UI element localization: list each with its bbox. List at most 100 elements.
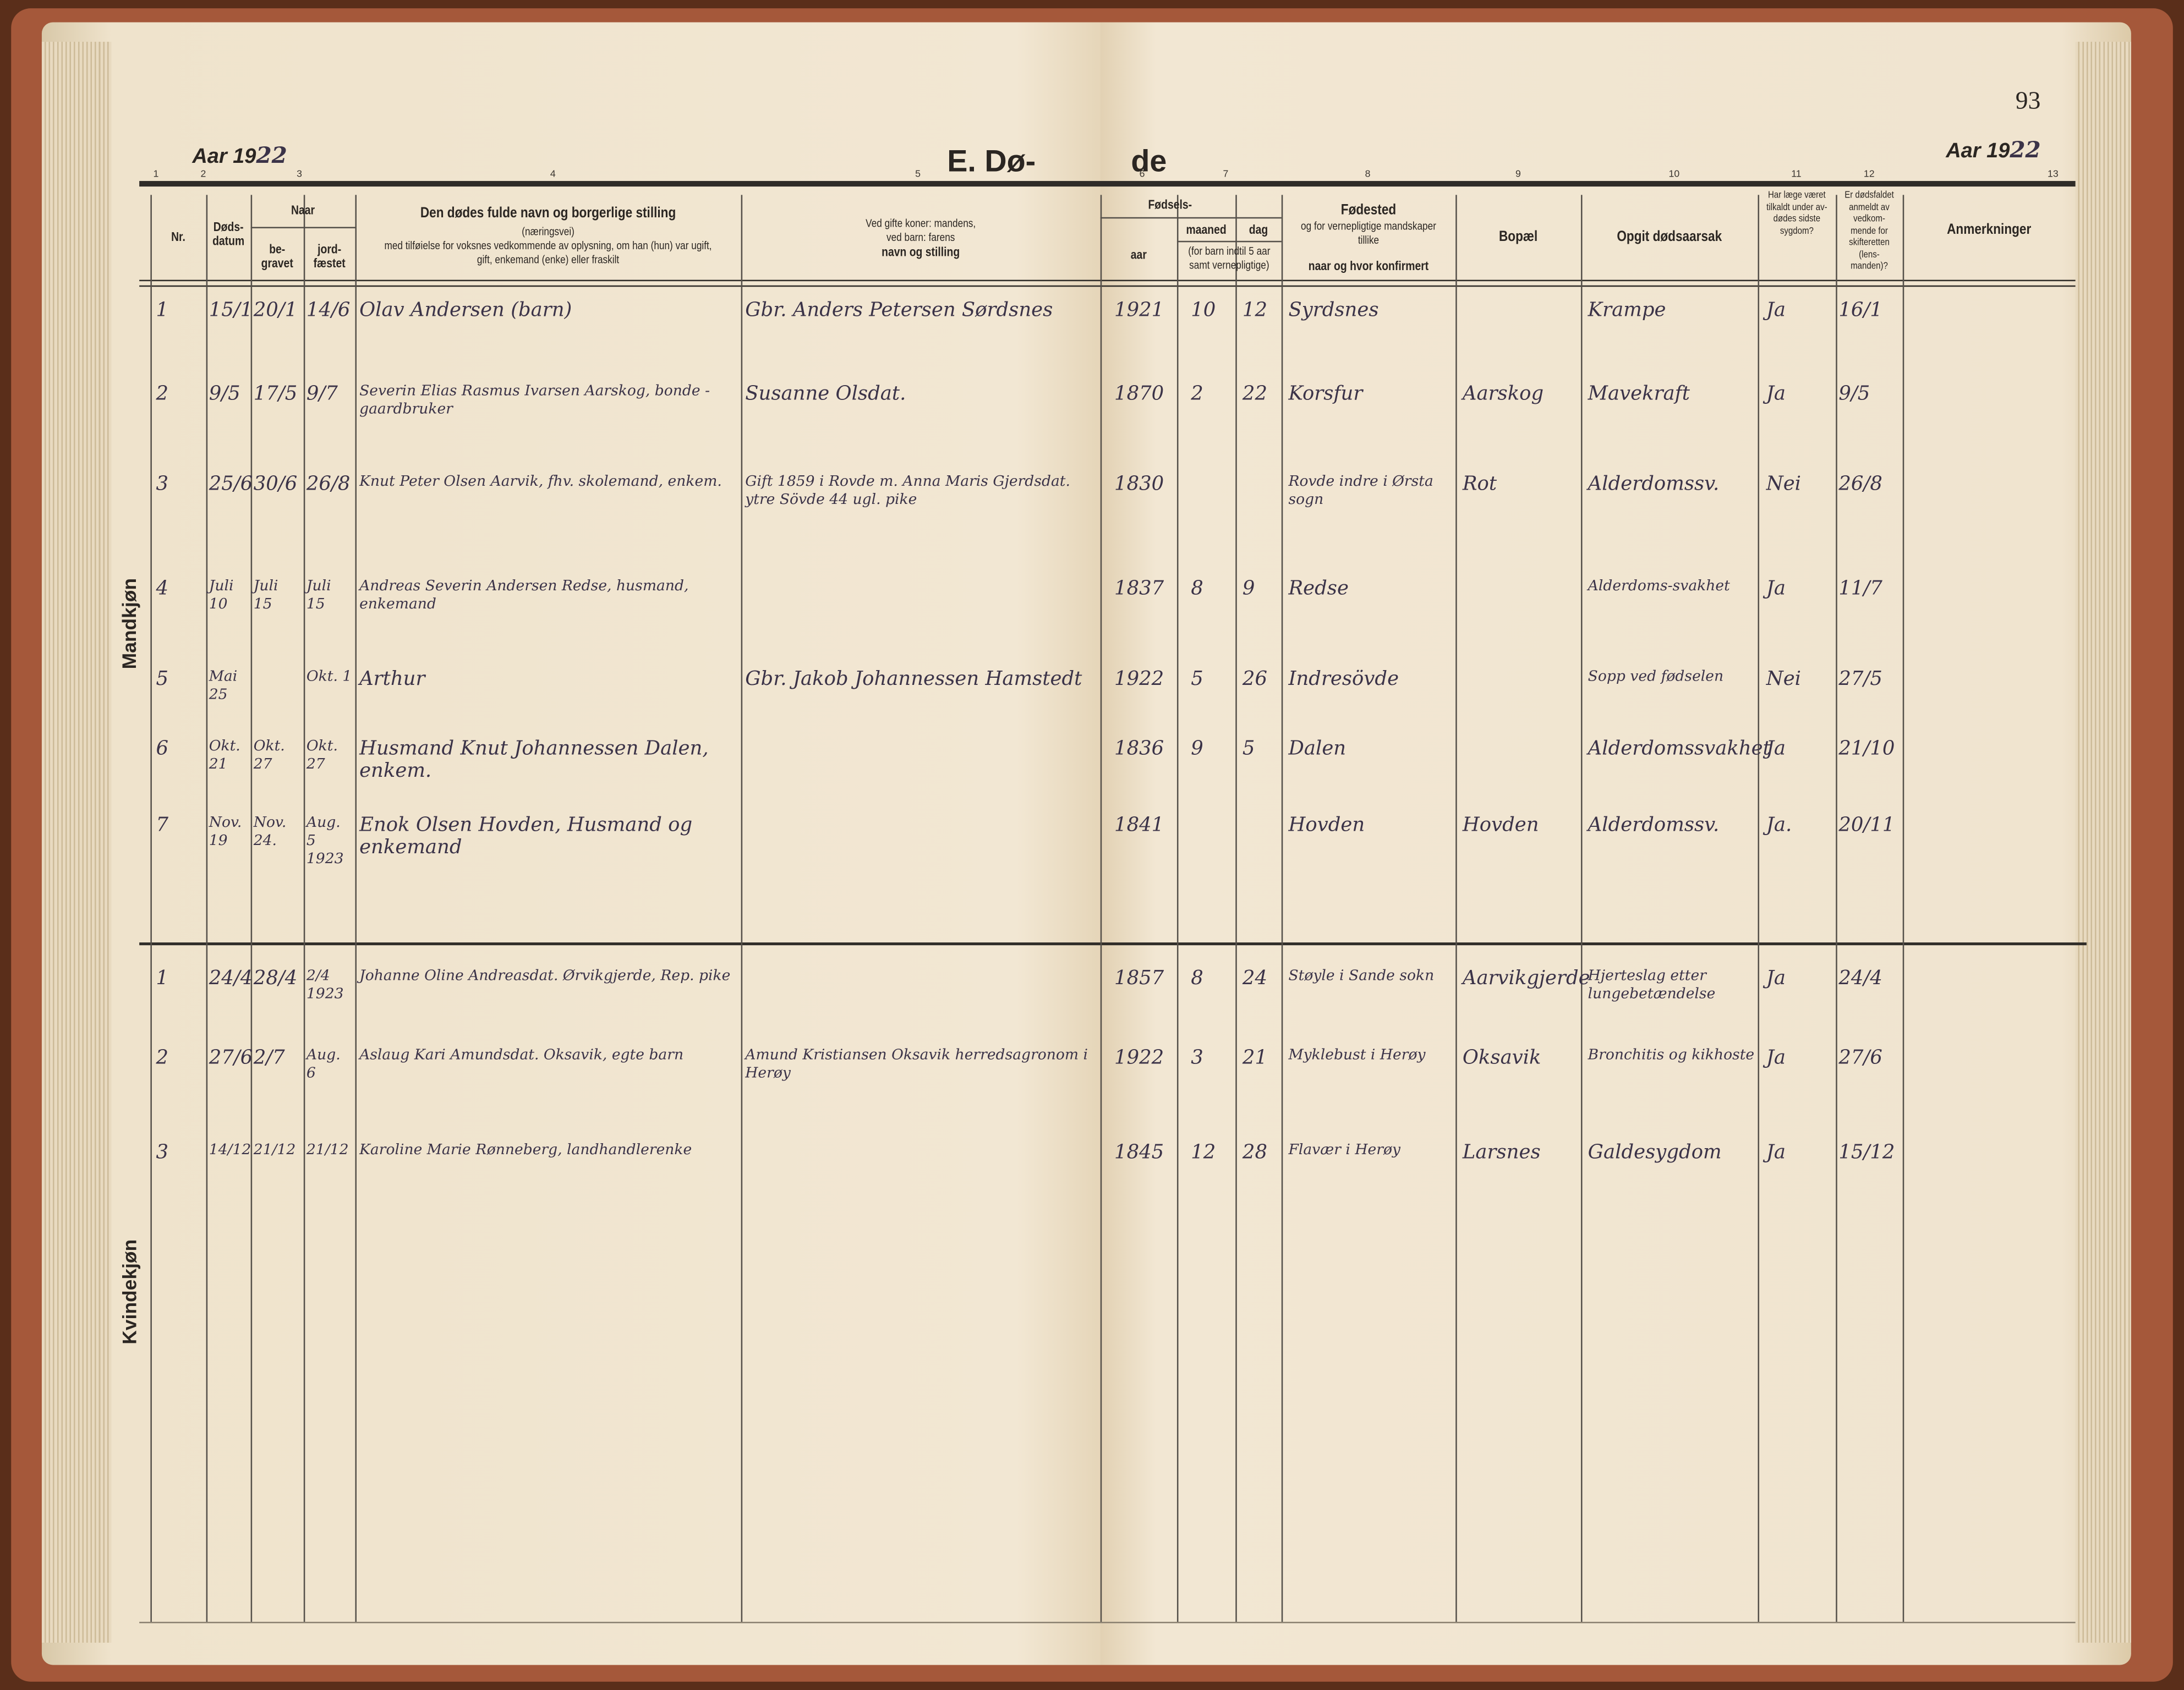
women-row-2-day: 21 — [1242, 1046, 1268, 1069]
men-row-1-day: 12 — [1242, 299, 1268, 322]
men-row-1-cause: Krampe — [1588, 299, 1666, 322]
fodsels-divider — [1100, 217, 1282, 219]
women-row-2-bopael: Oksavik — [1462, 1046, 1541, 1069]
men-row-2-month: 2 — [1191, 382, 1203, 405]
men-row-1-year: 1921 — [1114, 299, 1164, 322]
men-row-2-nr: 2 — [156, 382, 169, 405]
header-name_sub1: (næringsvei) — [522, 225, 574, 238]
header-fodsels: Fødsels- — [1148, 197, 1192, 212]
left-page — [41, 22, 1103, 1665]
men-row-6-birthplace: Dalen — [1288, 738, 1346, 760]
column-number: 11 — [1791, 169, 1802, 180]
column-number: 13 — [2048, 169, 2059, 180]
men-row-3-nr: 3 — [156, 473, 169, 496]
women-row-2-laege: Ja — [1766, 1046, 1786, 1069]
men-row-6-jord: Okt. 27 — [306, 738, 338, 773]
men-row-4-laege: Ja — [1766, 578, 1786, 600]
men-row-1-buried: 20/1 — [253, 299, 298, 322]
men-row-2-skifte: 9/5 — [1838, 382, 1870, 405]
year-right: Aar 1922 — [1946, 139, 2040, 163]
header-laege: Har læge været tilkaldt under av-dødes s… — [1766, 190, 1827, 236]
year-left: Aar 1922 — [192, 142, 287, 169]
column-divider — [1281, 195, 1283, 1622]
men-row-4-cause: Alderdoms-svakhet — [1588, 578, 1730, 595]
women-row-1-death: 24/4 — [209, 967, 253, 990]
column-divider — [741, 195, 743, 1622]
men-row-7-cause: Alderdomssv. — [1588, 814, 1720, 837]
header-top-rule — [139, 180, 2076, 187]
header-bottom-rule-2 — [139, 285, 2076, 287]
column-divider — [1581, 195, 1583, 1622]
men-row-2-jord: 9/7 — [306, 382, 338, 405]
men-row-2-birthplace: Korsfur — [1288, 382, 1363, 405]
column-divider — [1902, 195, 1904, 1622]
women-row-2-skifte: 27/6 — [1838, 1046, 1882, 1069]
women-row-2-year: 1922 — [1114, 1046, 1164, 1069]
men-row-3-laege: Nei — [1766, 473, 1802, 496]
men-row-4-year: 1837 — [1114, 578, 1164, 600]
men-row-7-birthplace: Hovden — [1288, 814, 1365, 837]
men-row-5-birthplace: Indresövde — [1288, 668, 1399, 691]
header-anm: Anmerkninger — [1947, 221, 2032, 238]
section-label-men: Mandkjøn — [118, 578, 140, 670]
men-row-6-death: Okt. 21 — [209, 738, 240, 773]
women-row-1-bopael: Aarvikgjerde — [1462, 967, 1590, 990]
column-divider — [150, 195, 152, 1622]
title-right: de — [1131, 143, 1167, 178]
women-row-2-death: 27/6 — [209, 1046, 253, 1069]
men-row-6-name: Husmand Knut Johannessen Dalen, enkem. — [359, 738, 709, 783]
women-row-2-father: Amund Kristiansen Oksavik herredsagronom… — [745, 1046, 1088, 1082]
men-row-3-name: Knut Peter Olsen Aarvik, fhv. skolemand,… — [359, 473, 722, 490]
men-row-6-skifte: 21/10 — [1838, 738, 1895, 760]
men-row-2-cause: Mavekraft — [1588, 382, 1690, 405]
men-row-4-nr: 4 — [156, 578, 169, 600]
header-dodsdatum: Døds-datum — [212, 220, 245, 248]
header-father_3: navn og stilling — [882, 245, 960, 259]
header-fodested_sub: og for vernepligtige mandskaper tillike — [1301, 220, 1436, 246]
men-row-5-nr: 5 — [156, 668, 169, 691]
women-row-1-nr: 1 — [156, 967, 169, 990]
men-row-1-month: 10 — [1191, 299, 1216, 322]
women-row-3-death: 14/12 — [209, 1142, 251, 1159]
column-divider — [1176, 195, 1179, 1622]
header-child_note: (for barn indtil 5 aar samt vernepligtig… — [1188, 245, 1271, 272]
year-value-left: 22 — [256, 142, 287, 169]
men-row-4-day: 9 — [1242, 578, 1255, 600]
table-bottom-rule — [139, 1622, 2076, 1623]
column-divider — [1235, 195, 1237, 1622]
women-row-2-buried: 2/7 — [253, 1046, 285, 1069]
header-aar: aar — [1130, 248, 1147, 262]
column-number: 6 — [1139, 169, 1145, 180]
men-row-2-name: Severin Elias Rasmus Ivarsen Aarskog, bo… — [359, 382, 710, 418]
header-skifte: Er dødsfaldet anmeldt av vedkom-mende fo… — [1844, 190, 1894, 272]
men-row-2-bopael: Aarskog — [1462, 382, 1544, 405]
men-row-3-buried: 30/6 — [253, 473, 298, 496]
column-divider — [303, 195, 305, 1622]
men-row-3-father: Gift 1859 i Rovde m. Anna Maris Gjerdsda… — [745, 473, 1070, 508]
men-row-3-jord: 26/8 — [306, 473, 351, 496]
header-maaned: maaned — [1186, 222, 1227, 237]
women-row-1-name: Johanne Oline Andreasdat. Ørvikgjerde, R… — [359, 967, 731, 985]
men-row-6-laege: Ja — [1766, 738, 1786, 760]
column-number: 10 — [1668, 169, 1680, 180]
men-row-5-month: 5 — [1191, 668, 1203, 691]
header-bottom-rule — [139, 279, 2076, 282]
column-number: 2 — [200, 169, 206, 180]
men-row-3-bopael: Rot — [1462, 473, 1497, 496]
men-row-1-laege: Ja — [1766, 299, 1786, 322]
header-fodested: Fødested — [1340, 201, 1397, 219]
women-row-3-nr: 3 — [156, 1142, 169, 1164]
men-row-3-skifte: 26/8 — [1838, 473, 1882, 496]
men-row-1-jord: 14/6 — [306, 299, 351, 322]
header-name_title: Den dødes fulde navn og borgerlige still… — [420, 204, 676, 222]
men-row-4-name: Andreas Severin Andersen Redse, husmand,… — [359, 578, 689, 613]
men-row-4-skifte: 11/7 — [1838, 578, 1882, 600]
column-number: 3 — [297, 169, 303, 180]
men-row-4-death: Juli 10 — [209, 578, 234, 613]
men-row-6-day: 5 — [1242, 738, 1255, 760]
women-row-3-cause: Galdesygdom — [1588, 1142, 1722, 1164]
men-row-1-death: 15/1 — [209, 299, 253, 322]
men-row-5-year: 1922 — [1114, 668, 1164, 691]
men-row-2-death: 9/5 — [209, 382, 240, 405]
women-row-3-bopael: Larsnes — [1462, 1142, 1541, 1164]
